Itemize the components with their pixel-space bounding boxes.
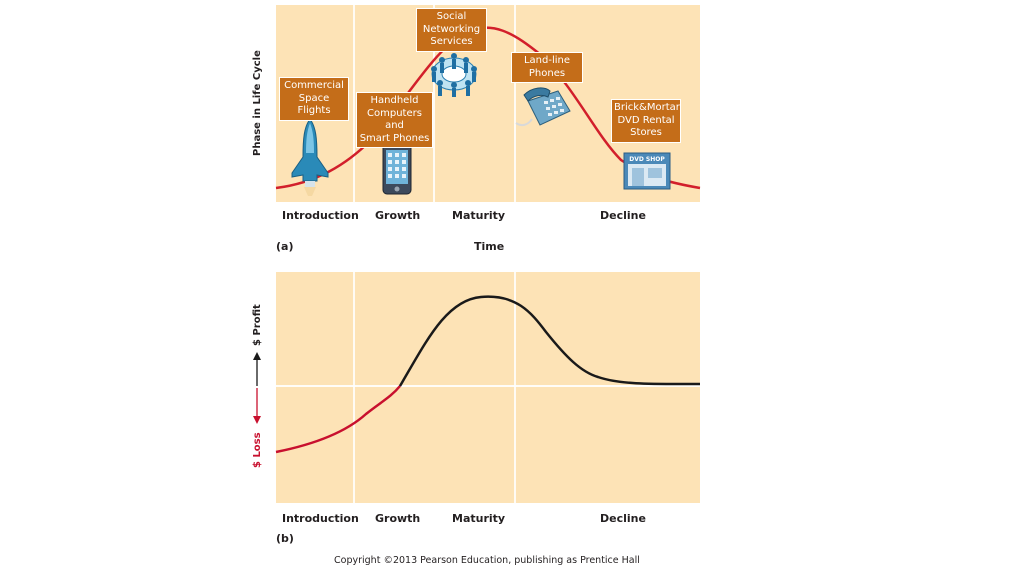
example-commercial-space-flights: Commercial Space Flights <box>279 77 349 121</box>
desk-phone-icon <box>515 87 571 127</box>
example-dvd-rental-stores: Brick&Mortar DVD Rental Stores <box>611 99 681 143</box>
phase-label-maturity: Maturity <box>452 209 506 222</box>
y-axis-title-phase: Phase in Life Cycle <box>252 50 263 156</box>
part-label-b: (b) <box>276 532 294 545</box>
phase-label-growth: Growth <box>375 512 421 525</box>
phase-label-decline: Decline <box>600 512 646 525</box>
phase-divider <box>353 272 355 503</box>
phase-label-introduction: Introduction <box>282 209 359 222</box>
phase-label-maturity: Maturity <box>452 512 506 525</box>
example-social-networking: Social Networking Services <box>416 8 487 52</box>
up-arrow-icon <box>253 352 261 386</box>
profit-axis-label: $ Profit <box>252 304 263 346</box>
phase-label-decline: Decline <box>600 209 646 222</box>
example-land-line-phones: Land-line Phones <box>511 52 583 83</box>
phase-divider <box>514 272 516 503</box>
phase-divider <box>514 5 516 202</box>
smartphone-icon <box>382 143 412 195</box>
people-network-icon <box>431 53 477 97</box>
profit-loss-chart-panel <box>275 272 701 503</box>
example-handheld-computers: Handheld Computers and Smart Phones <box>356 92 433 148</box>
phase-label-growth: Growth <box>375 209 421 222</box>
phase-divider <box>353 5 355 202</box>
dvd-shop-icon: DVD SHOP <box>623 152 671 190</box>
part-label-a: (a) <box>276 240 294 253</box>
loss-axis-label: $ Loss <box>252 432 263 468</box>
down-arrow-icon <box>253 388 261 424</box>
x-axis-title-time: Time <box>474 240 505 253</box>
phase-label-introduction: Introduction <box>282 512 359 525</box>
break-even-line <box>276 385 700 387</box>
space-shuttle-icon <box>291 118 329 196</box>
profit-curve <box>275 295 701 454</box>
copyright-notice: Copyright ©2013 Pearson Education, publi… <box>334 555 640 566</box>
life-cycle-chart-panel: DVD SHOP Commercial Space Flights Handhe… <box>275 5 701 202</box>
dvd-shop-sign: DVD SHOP <box>629 156 665 163</box>
phase-divider <box>433 5 435 202</box>
